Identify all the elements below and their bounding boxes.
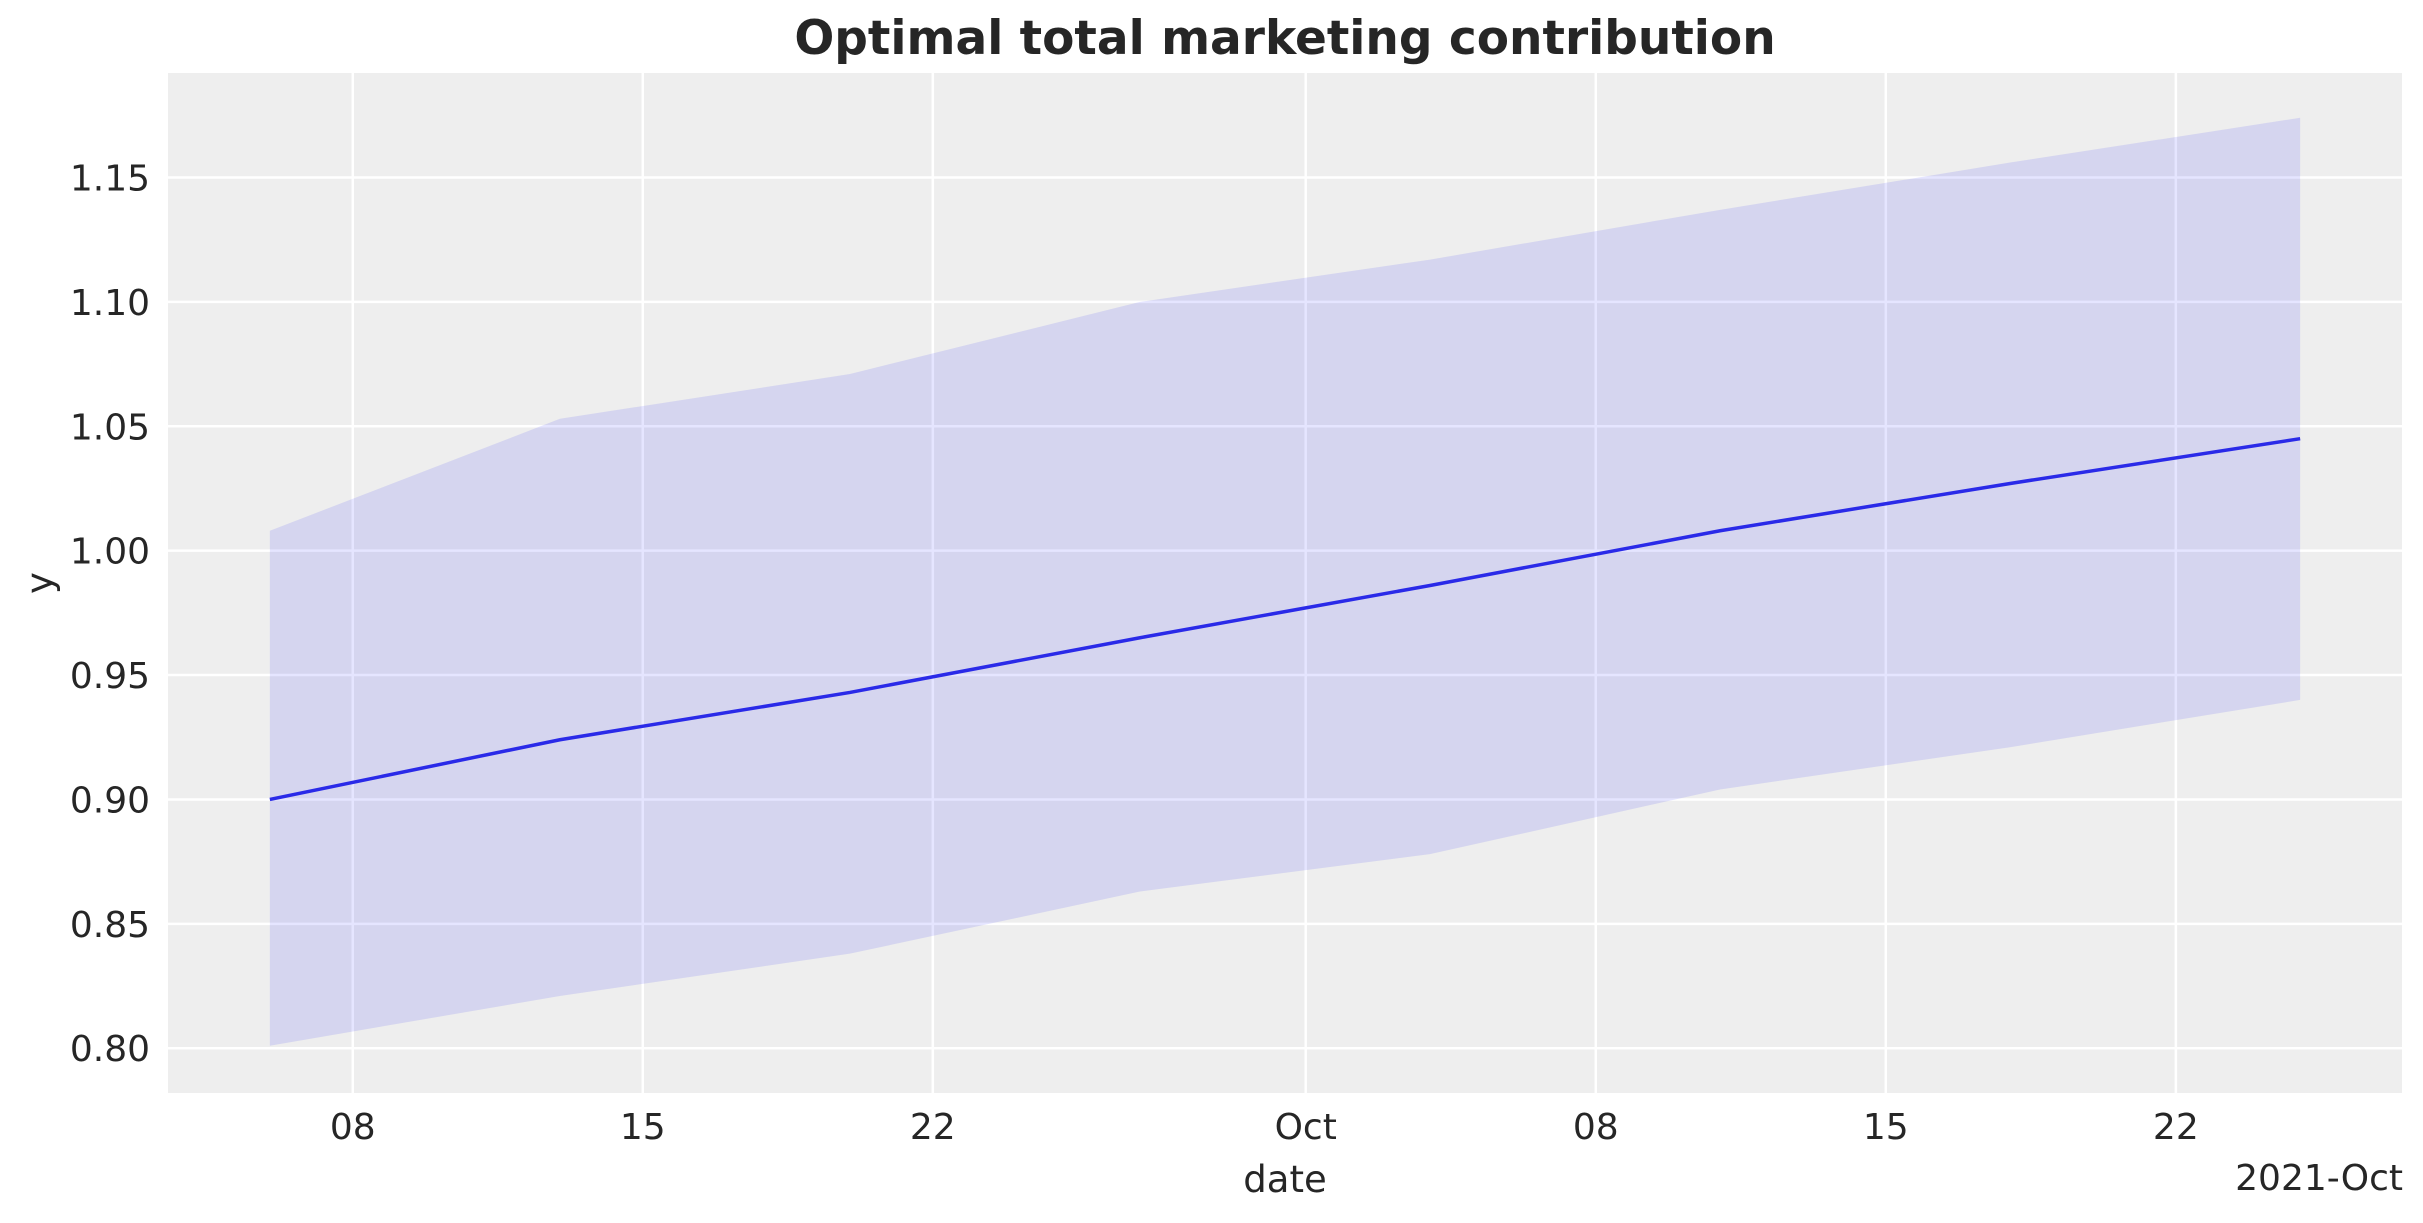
y-tick-label: 1.15 <box>70 158 150 199</box>
x-tick-label: 08 <box>1573 1107 1619 1148</box>
mean-line <box>269 436 2301 802</box>
x-tick-label: 22 <box>910 1107 956 1148</box>
x-tick-label: 15 <box>620 1107 666 1148</box>
y-tick-label: 0.85 <box>70 905 150 946</box>
x-axis-label: date <box>1243 1158 1326 1201</box>
x-tick-label: 22 <box>2153 1107 2199 1148</box>
y-tick-label: 1.00 <box>70 532 150 573</box>
y-tick-label: 0.80 <box>70 1029 150 1070</box>
x-tick-label: Oct <box>1275 1107 1337 1148</box>
y-tick-label: 0.90 <box>70 780 150 821</box>
tick-labels: 0.80 0.85 0.90 0.95 1.00 1.05 1.10 1.15 08 15 22 Oc… <box>70 158 2199 1148</box>
x-tick-label: 15 <box>1863 1107 1909 1148</box>
y-tick-label: 1.05 <box>70 407 150 448</box>
chart-title: Optimal total marketing contribution <box>794 11 1775 66</box>
credible-interval-band <box>269 117 2301 1046</box>
grid <box>168 73 2402 1093</box>
data-marks <box>269 117 2301 1046</box>
y-axis-label: y <box>18 572 61 594</box>
y-tick-label: 0.95 <box>70 656 150 697</box>
x-tick-label: 08 <box>330 1107 376 1148</box>
x-offset-label: 2021-Oct <box>2235 1158 2403 1199</box>
y-tick-label: 1.10 <box>70 283 150 324</box>
